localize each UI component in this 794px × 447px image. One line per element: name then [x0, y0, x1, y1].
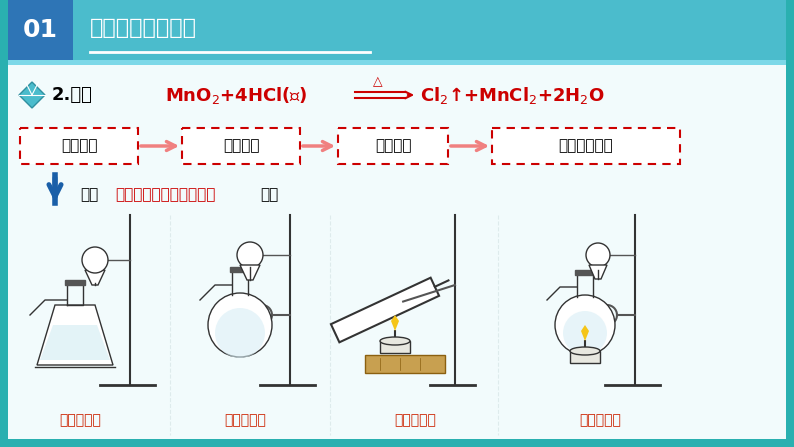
Text: 固液常温型: 固液常温型: [59, 413, 101, 427]
Circle shape: [215, 308, 265, 358]
Polygon shape: [331, 278, 439, 342]
Bar: [575, 270, 595, 275]
Bar: [8, 0, 73, 60]
Text: 依据: 依据: [80, 187, 98, 202]
Text: 01: 01: [22, 18, 57, 42]
Text: Cl$_2$↑+MnCl$_2$+2H$_2$O: Cl$_2$↑+MnCl$_2$+2H$_2$O: [420, 84, 605, 105]
Bar: [786, 0, 794, 447]
Bar: [570, 351, 600, 363]
Text: 固液加热型: 固液加热型: [394, 413, 436, 427]
Bar: [8, 0, 786, 60]
Text: 反应物的状态与反应条件: 反应物的状态与反应条件: [115, 187, 215, 202]
Polygon shape: [589, 265, 607, 279]
Polygon shape: [85, 270, 105, 285]
FancyBboxPatch shape: [182, 128, 300, 164]
Bar: [8, 60, 786, 65]
Polygon shape: [37, 305, 113, 365]
Circle shape: [82, 247, 108, 273]
Text: 液液加热型: 液液加热型: [579, 413, 621, 427]
FancyBboxPatch shape: [338, 128, 448, 164]
Bar: [0, 0, 8, 447]
Text: MnO$_2$+4HCl(浓): MnO$_2$+4HCl(浓): [165, 84, 308, 105]
Circle shape: [563, 311, 607, 355]
Text: 固固加热型: 固固加热型: [224, 413, 266, 427]
Text: 除杂装置: 除杂装置: [223, 139, 260, 153]
Bar: [365, 355, 445, 373]
Circle shape: [208, 293, 272, 357]
Text: 2.装置: 2.装置: [52, 86, 93, 104]
Bar: [0, 439, 794, 447]
Polygon shape: [240, 265, 260, 280]
Bar: [65, 280, 85, 285]
Ellipse shape: [570, 347, 600, 355]
Polygon shape: [391, 315, 399, 331]
Text: 尾气处理装置: 尾气处理装置: [559, 139, 614, 153]
Text: △: △: [373, 76, 383, 89]
Bar: [8, 65, 786, 439]
Text: 氯气的实验室制法: 氯气的实验室制法: [90, 18, 197, 38]
Polygon shape: [581, 325, 589, 341]
Circle shape: [555, 295, 615, 355]
Text: 选择: 选择: [260, 187, 278, 202]
FancyBboxPatch shape: [20, 128, 138, 164]
Circle shape: [237, 242, 263, 268]
Bar: [230, 267, 250, 272]
Polygon shape: [19, 82, 45, 108]
Text: 发生装置: 发生装置: [61, 139, 97, 153]
FancyBboxPatch shape: [492, 128, 680, 164]
Ellipse shape: [380, 337, 410, 345]
Circle shape: [586, 243, 610, 267]
Bar: [380, 341, 410, 353]
Polygon shape: [40, 325, 110, 360]
Text: 收集装置: 收集装置: [375, 139, 411, 153]
